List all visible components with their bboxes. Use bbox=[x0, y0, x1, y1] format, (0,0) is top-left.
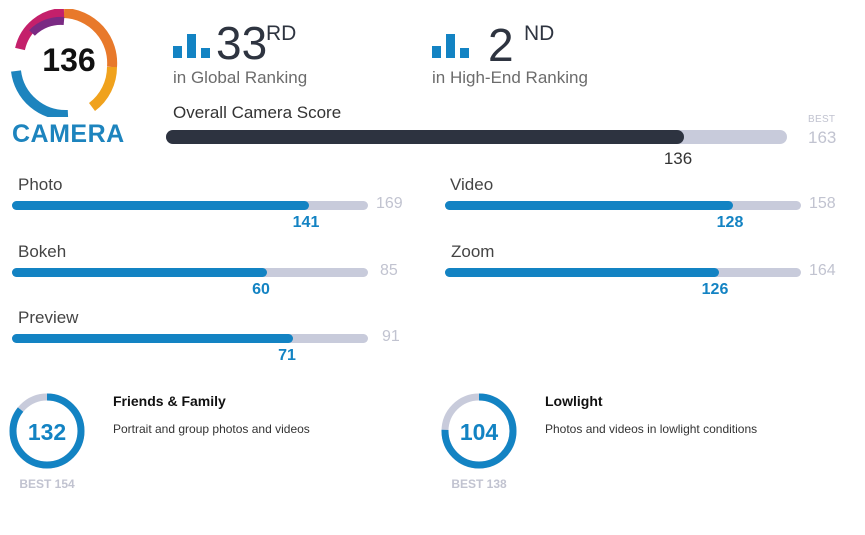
subscore-bokeh-fill bbox=[12, 268, 267, 277]
lowlight-best: BEST 138 bbox=[451, 477, 507, 491]
subscore-preview-best: 91 bbox=[382, 328, 400, 345]
subscore-preview-value: 71 bbox=[278, 347, 296, 364]
best-label: BEST bbox=[808, 114, 836, 125]
subscore-bokeh-best: 85 bbox=[380, 262, 398, 279]
subscore-photo-fill bbox=[12, 201, 309, 210]
badge-score: 136 bbox=[42, 42, 96, 78]
global-rank-number: 33 bbox=[216, 17, 268, 69]
lowlight-title: Lowlight bbox=[545, 393, 603, 409]
friends-family-score-ring bbox=[7, 391, 87, 471]
friends-family-score: 132 bbox=[27, 419, 67, 445]
lowlight-description: Photos and videos in lowlight conditions bbox=[545, 422, 758, 436]
badge-label: CAMERA bbox=[12, 120, 125, 148]
subscore-photo-value: 141 bbox=[292, 214, 320, 231]
subscore-zoom-bar bbox=[445, 268, 801, 277]
ranking-chart-icon bbox=[173, 34, 211, 58]
overall-score-value: 136 bbox=[663, 149, 693, 168]
lowlight-score: 104 bbox=[459, 419, 499, 445]
subscore-video-title: Video bbox=[450, 175, 494, 194]
lowlight-score-ring bbox=[439, 391, 519, 471]
overall-score-title: Overall Camera Score bbox=[173, 103, 342, 122]
overall-score-bar bbox=[166, 130, 787, 144]
subscore-video-best: 158 bbox=[809, 195, 836, 212]
lowlight-ring-arc bbox=[441, 393, 517, 469]
subscore-video-fill bbox=[445, 201, 734, 210]
subscore-video-value: 128 bbox=[716, 214, 744, 231]
subscore-preview-fill bbox=[12, 334, 293, 343]
ranking-chart-icon bbox=[432, 34, 470, 58]
friends-family-description: Portrait and group photos and videos bbox=[113, 422, 310, 436]
subscore-bokeh-value: 60 bbox=[252, 281, 270, 298]
highend-rank-label: in High-End Ranking bbox=[432, 68, 588, 87]
subscore-photo-title: Photo bbox=[18, 175, 63, 194]
overall-best-value: 163 bbox=[808, 128, 837, 147]
camera-badge-logo bbox=[8, 8, 120, 121]
friends-family-ring-arc bbox=[9, 393, 85, 469]
subscore-zoom-fill bbox=[445, 268, 720, 277]
subscore-preview-title: Preview bbox=[18, 308, 79, 327]
friends-family-best: BEST 154 bbox=[19, 477, 75, 491]
subscore-photo-best: 169 bbox=[376, 195, 403, 212]
subscore-video-bar bbox=[445, 201, 801, 210]
friends-family-title: Friends & Family bbox=[113, 393, 226, 409]
subscore-photo-bar bbox=[12, 201, 368, 210]
subscore-zoom-title: Zoom bbox=[451, 242, 495, 261]
subscore-preview-bar bbox=[12, 334, 368, 343]
global-rank-suffix: RD bbox=[266, 22, 297, 45]
subscore-zoom-value: 126 bbox=[701, 281, 729, 298]
subscore-bokeh-title: Bokeh bbox=[18, 242, 67, 261]
overall-score-fill bbox=[166, 130, 684, 144]
subscore-zoom-best: 164 bbox=[809, 262, 836, 279]
global-rank-label: in Global Ranking bbox=[173, 68, 308, 87]
highend-rank-number: 2 bbox=[488, 19, 514, 71]
subscore-bokeh-bar bbox=[12, 268, 368, 277]
highend-rank-suffix: ND bbox=[524, 22, 555, 45]
